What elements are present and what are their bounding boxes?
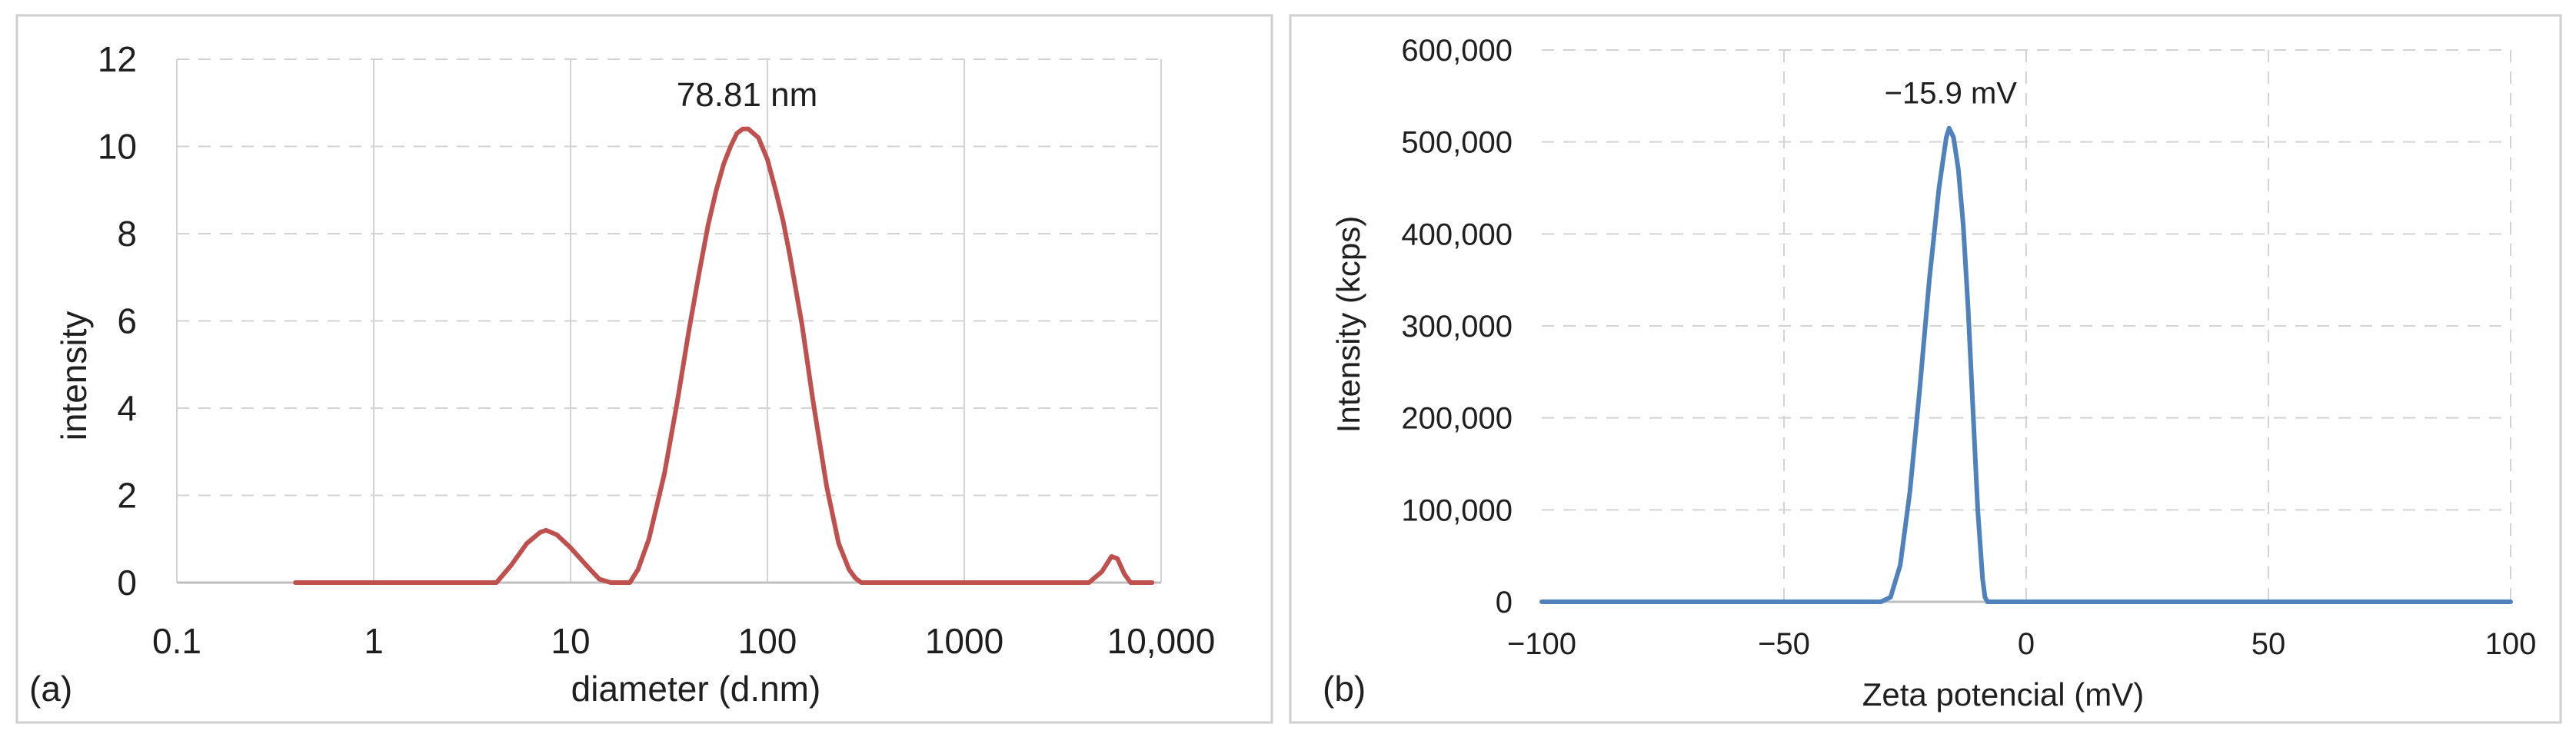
panel-a-y-tick-label: 0	[117, 563, 137, 603]
panel-b-y-tick-label: 0	[1496, 586, 1513, 619]
panel-a-x-tick-label: 1	[364, 621, 384, 661]
panel-a-x-tick-label: 10,000	[1107, 621, 1216, 661]
panel-b-x-axis-title: Zeta potencial (mV)	[1862, 676, 2144, 712]
panel-a-y-tick-labels: 0 2 4 6 8 10 12	[98, 39, 137, 603]
panel-a-x-tick-labels: 0.1 1 10 100 1000 10,000	[152, 621, 1215, 661]
panel-b-y-tick-labels: 0 100,000 200,000 300,000 400,000 500,000 600,…	[1401, 34, 1513, 619]
panel-a-y-tick-label: 6	[117, 301, 137, 341]
panel-b-peak-annotation: −15.9 mV	[1885, 77, 2018, 111]
panel-a-y-tick-label: 4	[117, 388, 137, 428]
panel-b-y-tick-label: 100,000	[1401, 493, 1513, 527]
panel-a-series-line	[293, 126, 1155, 585]
panel-b-y-tick-label: 600,000	[1401, 34, 1513, 68]
panel-a-x-tick-label: 100	[738, 621, 797, 661]
panel-a-y-tick-label: 10	[98, 127, 137, 167]
panel-b-y-axis-title: Intensity (kcps)	[1330, 216, 1366, 433]
panel-b-x-tick-labels: −100 −50 0 50 100	[1507, 627, 2536, 661]
panel-a-y-tick-label: 2	[117, 476, 137, 516]
panel-b-frame	[1289, 14, 2562, 724]
panel-b-x-tick-label: −100	[1507, 627, 1576, 661]
panel-a-x-tick-label: 10	[551, 621, 590, 661]
panel-b-zeta-potential: 0 100,000 200,000 300,000 400,000 500,000 600,…	[1289, 14, 2562, 724]
panel-b-y-tick-label: 400,000	[1401, 218, 1513, 251]
panel-a-x-tick-label: 0.1	[152, 621, 201, 661]
panel-b-y-tick-label: 200,000	[1401, 402, 1513, 436]
panel-b-x-tick-label: 0	[2018, 627, 2035, 661]
panel-a-y-tick-label: 12	[98, 39, 137, 79]
panel-b-y-tick-label: 300,000	[1401, 310, 1513, 344]
panel-a-peak-annotation: 78.81 nm	[677, 76, 817, 114]
panel-a-y-axis-title: intensity	[54, 311, 94, 441]
panel-b-y-tick-label: 500,000	[1401, 126, 1513, 160]
panel-b-label: (b)	[1323, 669, 1366, 709]
panel-a-frame	[15, 14, 1273, 724]
panel-b-x-tick-label: 100	[2485, 627, 2537, 661]
panel-a-label: (a)	[29, 669, 72, 709]
panel-a-dls-size-distribution: 0 2 4 6 8 10 12 0.1 1 10 100 1000 10,000 78.81 nm d…	[15, 14, 1273, 724]
panel-b-series-line	[1539, 125, 2513, 604]
panel-b-x-tick-label: −50	[1758, 627, 1810, 661]
panel-a-y-tick-label: 8	[117, 214, 137, 254]
panel-a-x-axis-title: diameter (d.nm)	[571, 669, 821, 709]
panel-a-x-tick-label: 1000	[925, 621, 1003, 661]
panel-b-x-tick-label: 50	[2252, 627, 2286, 661]
